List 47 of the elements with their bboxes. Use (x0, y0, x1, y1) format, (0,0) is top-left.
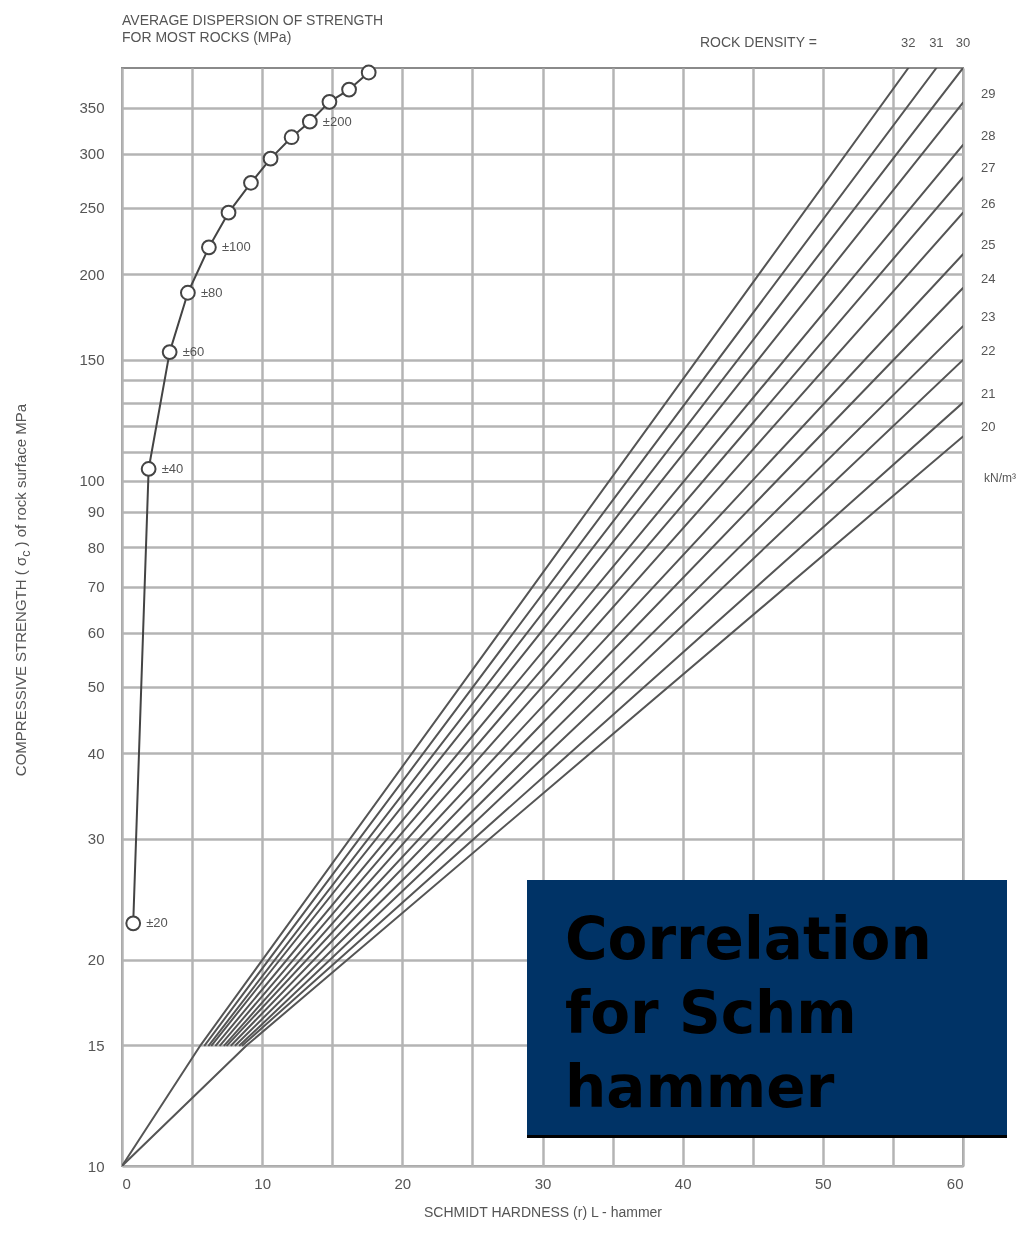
x-tick-label: 60 (946, 1174, 964, 1192)
y-tick-label: 250 (79, 199, 105, 217)
y-tick-label: 350 (79, 99, 105, 117)
y-tick-label: 60 (87, 624, 105, 642)
series-label: 22 (981, 342, 996, 358)
series-label: 28 (981, 127, 996, 143)
x-tick-label: 40 (674, 1174, 692, 1192)
y-tick-label: 50 (87, 678, 105, 696)
series-label: 20 (981, 419, 996, 435)
series-label: 32 (901, 35, 916, 50)
annotation: ±200 (322, 113, 352, 129)
y-tick-label: 200 (79, 265, 105, 283)
y-tick-label: 30 (87, 830, 105, 848)
y-tick-label: 80 (87, 538, 105, 556)
annotation: ±100 (221, 239, 251, 255)
series-label: 23 (981, 309, 996, 325)
series-label: 25 (981, 237, 996, 253)
x-tick-label: 50 (814, 1174, 832, 1192)
x-tick-label: 0 (122, 1174, 131, 1192)
annotation: ±40 (161, 460, 184, 476)
series-label: 29 (981, 85, 996, 101)
x-axis-title: SCHMIDT HARDNESS (r) L - hammer (423, 1203, 663, 1220)
series-label: 24 (981, 271, 996, 287)
y-tick-label: 300 (79, 145, 105, 163)
x-tick-label: 20 (394, 1174, 412, 1192)
y-tick-label: 10 (87, 1157, 105, 1175)
annotation: ±20 (146, 915, 168, 931)
annotation: ±80 (200, 284, 223, 300)
y-tick-label: 20 (87, 951, 105, 969)
y-tick-label: 15 (87, 1036, 105, 1054)
series-label: 30 (955, 35, 971, 50)
annotation: Correlation for Schm hammer (527, 880, 1007, 1138)
y-tick-label: 40 (87, 744, 105, 762)
annotation: ±60 (182, 344, 205, 360)
y-tick-label: 90 (87, 503, 105, 521)
y-tick-label: 70 (87, 578, 105, 596)
series-label: 31 (929, 35, 944, 50)
x-tick-label: 30 (534, 1174, 552, 1192)
series-label: 27 (981, 160, 996, 176)
y-tick-label: 150 (79, 351, 105, 369)
text: ROCK DENSITY = (700, 34, 817, 51)
series-label: 21 (981, 385, 996, 401)
text: AVERAGE DISPERSION OF STRENGTH FOR MOST ROCKS (MPa) (122, 12, 385, 46)
x-tick-label: 10 (254, 1174, 272, 1192)
series-label: 26 (981, 195, 996, 211)
y-tick-label: 100 (79, 472, 105, 490)
text: kN/m³ (984, 470, 1016, 487)
